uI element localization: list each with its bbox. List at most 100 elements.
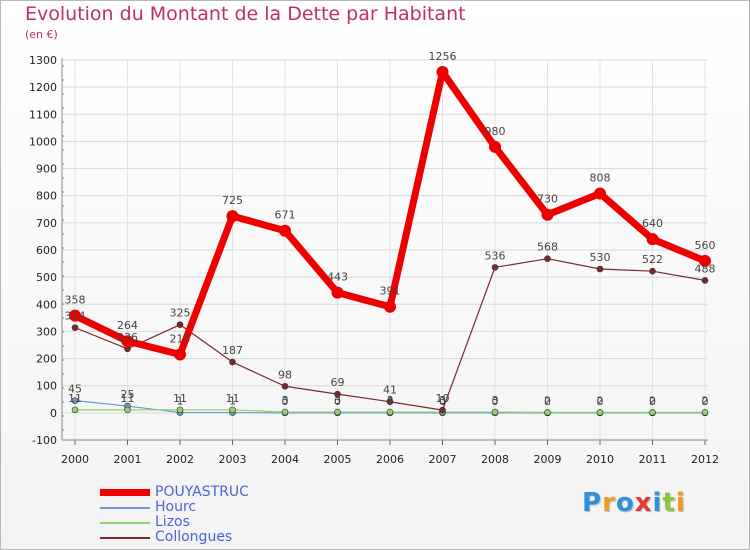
- x-tick-label: 2004: [271, 453, 299, 466]
- data-label-hourc: 0: [649, 395, 656, 408]
- y-tick-label: 800: [36, 190, 57, 203]
- data-label-collongues: 568: [537, 241, 558, 254]
- data-label-hourc: 1: [177, 395, 184, 408]
- data-label-collongues: 488: [695, 262, 716, 275]
- data-point-collongues: [649, 267, 656, 275]
- data-point-collongues: [439, 406, 446, 414]
- x-tick-label: 2010: [586, 453, 614, 466]
- y-tick-label: 400: [36, 298, 57, 311]
- y-tick-label: 500: [36, 271, 57, 284]
- data-point-collongues: [491, 264, 499, 271]
- data-label-lizos: 2: [544, 394, 551, 407]
- legend-item-collongues: Collongues: [100, 529, 400, 545]
- data-point-lizos: [334, 408, 341, 416]
- data-point-pouyastruc: [384, 300, 396, 313]
- legend-item-pouyastruc: POUYASTRUC: [100, 484, 400, 500]
- y-tick-label: 1300: [29, 54, 57, 67]
- data-label-collongues: 325: [170, 307, 191, 320]
- x-tick-label: 2007: [429, 453, 457, 466]
- data-point-collongues: [386, 398, 394, 406]
- data-label-pouyastruc: 725: [222, 194, 243, 207]
- data-point-lizos: [544, 409, 551, 416]
- data-point-collongues: [281, 382, 289, 390]
- data-label-lizos: 11: [226, 392, 240, 405]
- y-tick-label: 600: [36, 244, 57, 257]
- y-tick-label: 0: [50, 407, 57, 420]
- data-label-hourc: 0: [387, 395, 394, 408]
- data-point-lizos: [71, 406, 79, 414]
- logo-letter: x: [634, 488, 653, 518]
- x-tick-label: 2000: [61, 453, 89, 466]
- y-tick-label: 1100: [29, 108, 57, 121]
- data-point-lizos: [386, 408, 394, 416]
- data-point-lizos: [176, 406, 184, 414]
- data-label-lizos: 3: [334, 394, 341, 407]
- data-point-collongues: [176, 321, 184, 328]
- line-chart: -100010020030040050060070080090010001100…: [29, 50, 719, 466]
- data-point-collongues: [701, 277, 709, 284]
- data-point-pouyastruc: [436, 65, 449, 78]
- data-label-collongues: 187: [222, 344, 243, 357]
- x-tick-label: 2012: [691, 453, 719, 466]
- data-label-pouyastruc: 264: [117, 319, 138, 332]
- logo-letter: i: [675, 488, 686, 518]
- data-label-pouyastruc: 391: [380, 285, 401, 298]
- y-axis-ticks: -100 0 100 200 300 400 500 600 700 800 900 1000 1100…: [29, 54, 57, 447]
- y-tick-label: -100: [32, 434, 57, 447]
- data-label-lizos: 11: [68, 392, 82, 405]
- data-point-pouyastruc: [646, 233, 659, 246]
- legend-swatch-pouyastruc: [100, 489, 150, 496]
- data-label-lizos: 3: [282, 394, 289, 407]
- data-point-collongues: [544, 255, 551, 262]
- data-label-pouyastruc: 1256: [429, 50, 457, 63]
- data-label-pouyastruc: 980: [485, 125, 506, 138]
- y-tick-label: 1000: [29, 135, 57, 148]
- data-point-pouyastruc: [331, 286, 344, 299]
- y-tick-label: 100: [36, 380, 57, 393]
- data-point-pouyastruc: [489, 140, 501, 153]
- logo-letter: r: [602, 488, 616, 518]
- data-label-hourc: 1: [229, 395, 236, 408]
- data-point-pouyastruc: [226, 210, 239, 223]
- data-point-collongues: [229, 358, 236, 366]
- data-label-collongues: 236: [117, 331, 138, 344]
- logo-letter: t: [662, 488, 676, 518]
- data-label-pouyastruc: 808: [590, 172, 611, 185]
- data-label-pouyastruc: 443: [327, 271, 348, 284]
- legend-swatch-collongues: [100, 537, 150, 539]
- legend-label-collongues: Collongues: [155, 529, 233, 545]
- y-tick-label: 300: [36, 325, 57, 338]
- data-point-pouyastruc: [121, 335, 134, 348]
- data-point-collongues: [596, 265, 604, 273]
- data-label-hourc: 0: [597, 395, 604, 408]
- x-tick-label: 2011: [639, 453, 667, 466]
- data-label-pouyastruc: 671: [275, 209, 296, 222]
- data-point-lizos: [281, 408, 289, 416]
- data-label-pouyastruc: 640: [642, 217, 663, 230]
- y-tick-label: 200: [36, 353, 57, 366]
- x-tick-label: 2005: [324, 453, 352, 466]
- legend-label-lizos: Lizos: [155, 514, 190, 530]
- data-point-pouyastruc: [279, 224, 291, 237]
- data-label-lizos: 3: [387, 394, 394, 407]
- data-label-hourc: 0: [544, 395, 551, 408]
- x-axis-ticks: 2000 2001 2002 2003 2004 2005 2006 2007 2008 2009…: [61, 453, 719, 466]
- legend-swatch-lizos: [100, 522, 150, 524]
- data-label-hourc: 0: [334, 395, 341, 408]
- data-point-collongues: [71, 324, 79, 331]
- data-label-hourc: 0: [702, 395, 709, 408]
- data-point-lizos: [491, 408, 499, 416]
- data-label-collongues: 98: [278, 368, 292, 381]
- data-point-hourc: [71, 397, 79, 404]
- x-tick-label: 2008: [481, 453, 509, 466]
- data-point-lizos: [124, 406, 131, 414]
- data-label-collongues: 10: [436, 392, 450, 405]
- data-point-collongues: [334, 390, 341, 398]
- data-point-pouyastruc: [541, 208, 554, 221]
- data-point-pouyastruc: [69, 309, 81, 322]
- data-point-lizos: [701, 409, 709, 416]
- y-tick-label: 700: [36, 217, 57, 230]
- logo-letter: i: [652, 488, 663, 518]
- legend-item-hourc: Hourc: [100, 499, 400, 515]
- data-label-collongues: 41: [383, 384, 397, 397]
